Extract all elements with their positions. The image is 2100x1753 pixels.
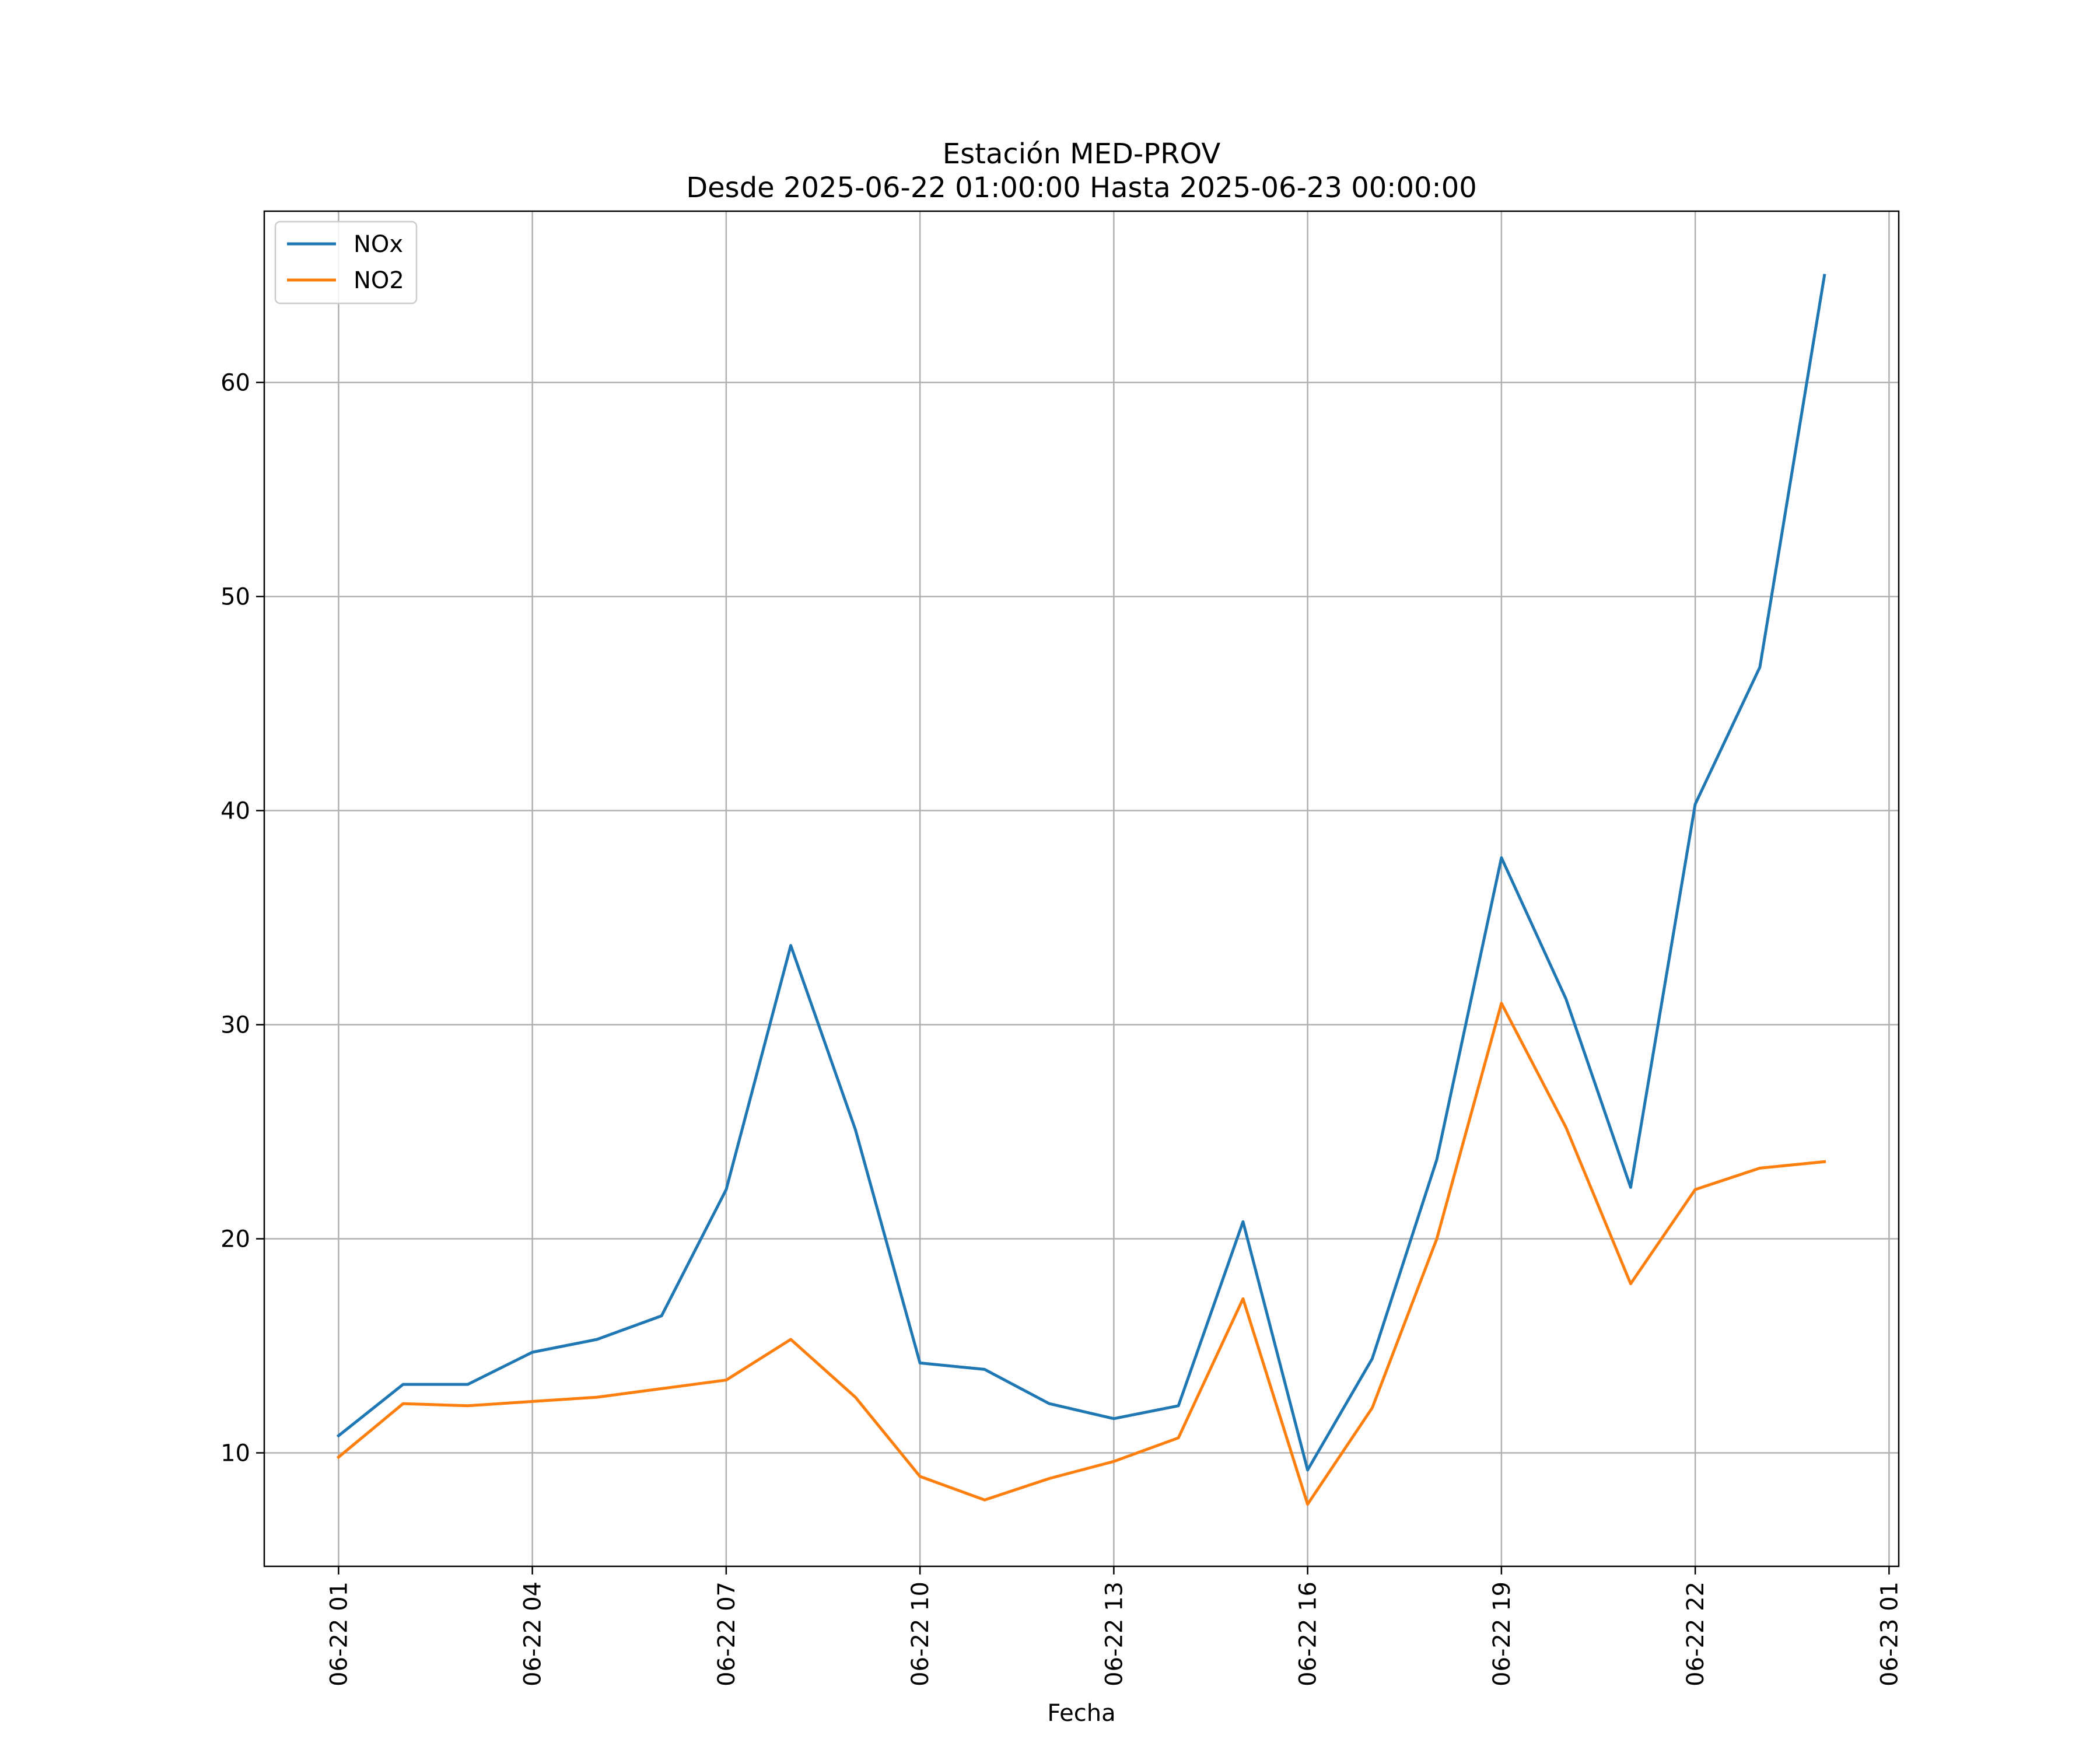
plot-area-frame [263,210,1900,1567]
x-tick-label: 06-22 22 [1682,1581,1709,1686]
y-tick-label: 50 [220,584,250,611]
x-tick-label: 06-22 07 [713,1581,740,1686]
series-line-nox [336,274,1826,1472]
x-axis: 06-22 01 06-22 04 06-22 07 06-22 10 06-22 13… [326,1566,1903,1686]
y-tick-label: 60 [220,370,250,397]
legend-box [274,221,418,305]
y-axis: 10 20 30 40 50 60 [220,370,264,1467]
legend: NOx NO2 [274,221,418,305]
x-tick-label: 06-22 16 [1295,1581,1322,1686]
x-tick-label: 06-22 01 [326,1581,352,1686]
chart-subtitle: Desde 2025-06-22 01:00:00 Hasta 2025-06-… [686,172,1477,204]
grid [264,211,1899,1566]
y-tick-label: 20 [220,1226,250,1253]
x-tick-label: 06-22 13 [1101,1581,1128,1686]
x-tick-label: 06-22 19 [1489,1581,1516,1686]
series-group [336,274,1826,1506]
series-line-no2 [336,1002,1826,1506]
y-tick-label: 30 [220,1012,250,1039]
x-axis-label: Fecha [1047,1700,1115,1727]
x-tick-label: 06-22 10 [907,1581,934,1686]
x-tick-label: 06-22 04 [520,1581,547,1686]
y-tick-label: 40 [220,798,250,825]
y-tick-label: 10 [220,1440,250,1467]
legend-label-no2: NO2 [354,267,404,294]
x-tick-label: 06-23 01 [1876,1581,1903,1686]
legend-label-nox: NOx [354,231,403,258]
chart-title: Estación MED-PROV [943,138,1221,170]
